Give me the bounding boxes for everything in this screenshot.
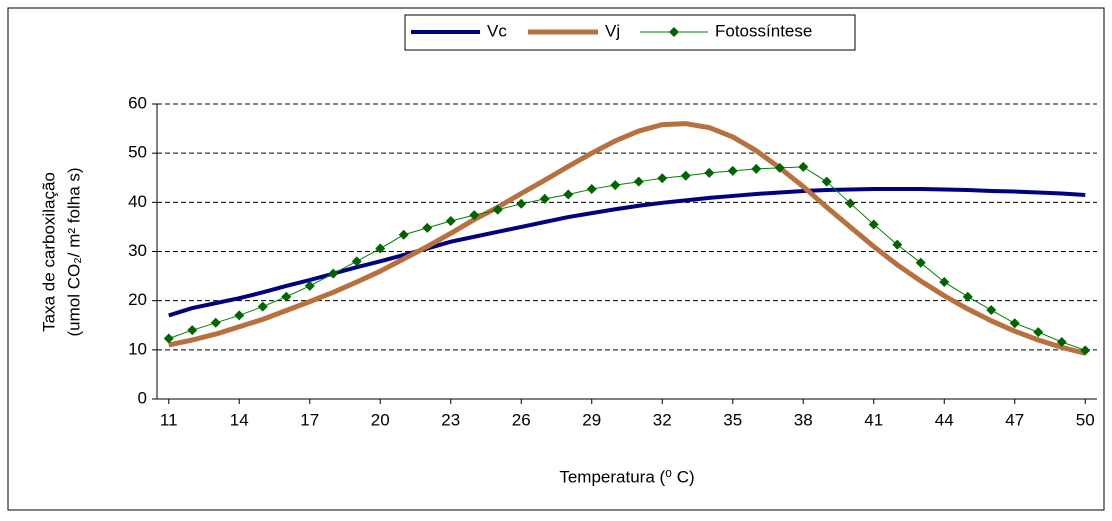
legend-label: Fotossíntese [715, 21, 812, 40]
series-line [168, 166, 1086, 351]
x-tick-label: 29 [582, 410, 601, 429]
data-point [727, 165, 738, 176]
x-tick-label: 11 [160, 410, 178, 429]
data-point [422, 222, 433, 233]
x-tick-label: 50 [1076, 410, 1095, 429]
data-point [939, 276, 950, 287]
data-point [234, 310, 245, 321]
data-point [210, 317, 221, 328]
y-axis-label: Taxa de carboxilação [39, 172, 58, 332]
data-point [1080, 345, 1091, 356]
data-point [821, 176, 832, 187]
y-tick-label: 0 [138, 388, 147, 407]
data-point [187, 325, 198, 336]
x-axis-label: Temperatura (⁰ C) [559, 467, 694, 486]
data-point [445, 216, 456, 227]
data-point [398, 229, 409, 240]
y-tick-label: 10 [128, 339, 147, 358]
x-tick-label: 41 [864, 410, 883, 429]
data-point [1009, 318, 1020, 329]
data-point [1033, 327, 1044, 338]
data-point [798, 161, 809, 172]
x-tick-label: 20 [371, 410, 390, 429]
x-tick-label: 44 [935, 410, 954, 429]
legend-label: Vc [487, 21, 507, 40]
data-point [257, 301, 268, 312]
x-tick-label: 38 [794, 410, 813, 429]
chart-border [7, 7, 1105, 511]
data-point [751, 163, 762, 174]
data-point [586, 184, 597, 195]
data-point [563, 189, 574, 200]
legend-label: Vj [605, 21, 620, 40]
x-tick-label: 35 [723, 410, 742, 429]
data-point [845, 198, 856, 209]
series-line [168, 187, 1086, 318]
data-point [633, 176, 644, 187]
data-point [304, 280, 315, 291]
data-point [680, 170, 691, 181]
data-point [351, 256, 362, 267]
data-point [915, 257, 926, 268]
x-tick-label: 47 [1005, 410, 1024, 429]
data-point [375, 243, 386, 254]
data-point [962, 291, 973, 302]
y-tick-label: 30 [128, 241, 147, 260]
data-point [704, 167, 715, 178]
data-point [281, 291, 292, 302]
y-tick-label: 50 [128, 143, 147, 162]
data-point [539, 193, 550, 204]
y-tick-label: 60 [128, 93, 147, 112]
series-line [168, 121, 1086, 356]
data-point [610, 180, 621, 191]
legend-marker [669, 27, 679, 37]
x-tick-label: 17 [300, 410, 319, 429]
data-point [328, 268, 339, 279]
data-point [492, 204, 503, 215]
data-point [868, 219, 879, 230]
x-tick-label: 14 [230, 410, 249, 429]
data-point [516, 198, 527, 209]
y-tick-label: 40 [128, 192, 147, 211]
data-point [892, 239, 903, 250]
data-point [163, 333, 174, 344]
data-point [986, 305, 997, 316]
x-tick-label: 32 [653, 410, 672, 429]
data-point [469, 210, 480, 221]
data-point [1056, 336, 1067, 347]
data-point [774, 162, 785, 173]
y-axis-label: (umol CO₂/ m² folha s) [64, 167, 83, 336]
x-tick-label: 23 [441, 410, 460, 429]
data-point [657, 173, 668, 184]
y-tick-label: 20 [128, 290, 147, 309]
x-tick-label: 26 [512, 410, 531, 429]
